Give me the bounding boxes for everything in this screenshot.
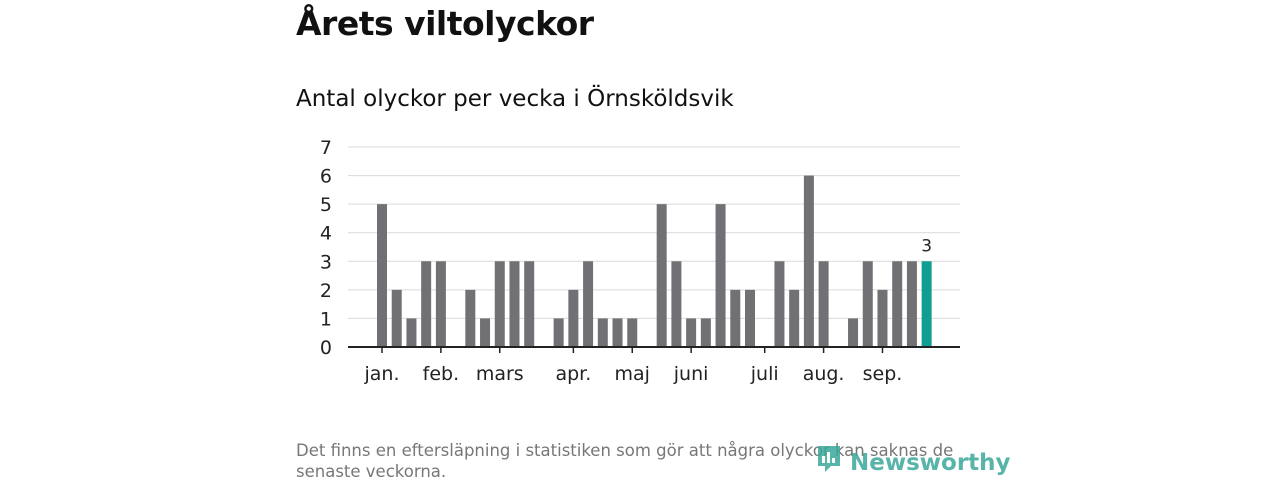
x-tick-label: aug. bbox=[803, 363, 845, 385]
bar bbox=[730, 289, 741, 347]
y-tick-label: 0 bbox=[320, 337, 332, 359]
bar bbox=[494, 261, 505, 347]
chart-card: Årets viltolyckor Antal olyckor per veck… bbox=[296, 0, 1011, 481]
y-tick-label: 7 bbox=[320, 137, 332, 159]
bar bbox=[906, 261, 917, 347]
bar bbox=[803, 175, 814, 347]
x-tick-label: mars bbox=[476, 363, 524, 385]
x-tick-label: sep. bbox=[863, 363, 903, 385]
bar bbox=[892, 261, 903, 347]
x-tick-label: feb. bbox=[423, 363, 459, 385]
bar bbox=[480, 318, 491, 347]
bar bbox=[421, 261, 432, 347]
y-tick-label: 1 bbox=[320, 308, 332, 330]
page-title: Årets viltolyckor bbox=[296, 4, 594, 43]
y-tick-label: 2 bbox=[320, 280, 332, 302]
footnote: Det finns en eftersläpning i statistiken… bbox=[296, 441, 954, 481]
y-tick-label: 6 bbox=[320, 166, 332, 188]
bar bbox=[700, 318, 711, 347]
bar bbox=[848, 318, 859, 347]
bar bbox=[391, 289, 402, 347]
bar bbox=[465, 289, 476, 347]
chart-subtitle: Antal olyckor per vecka i Örnsköldsvik bbox=[296, 86, 734, 112]
bar bbox=[818, 261, 829, 347]
bar bbox=[509, 261, 520, 347]
bar bbox=[627, 318, 638, 347]
y-tick-label: 5 bbox=[320, 194, 332, 216]
bar bbox=[553, 318, 564, 347]
newsworthy-logo-icon bbox=[816, 444, 842, 480]
brand-name: Newsworthy bbox=[850, 450, 1011, 476]
bar bbox=[568, 289, 579, 347]
bar-chart: 0 1 2 3 4 5 6 7 3 jan. feb. mars apr. maj juni juli aug.… bbox=[320, 137, 960, 385]
bar bbox=[715, 204, 726, 347]
bar bbox=[583, 261, 594, 347]
bar bbox=[435, 261, 446, 347]
bar bbox=[671, 261, 682, 347]
y-tick-label: 4 bbox=[320, 223, 332, 245]
bar bbox=[862, 261, 873, 347]
x-tick-label: apr. bbox=[555, 363, 591, 385]
bar bbox=[686, 318, 697, 347]
bar bbox=[612, 318, 623, 347]
bar bbox=[789, 289, 800, 347]
bar bbox=[524, 261, 535, 347]
y-tick-label: 3 bbox=[320, 251, 332, 273]
bar bbox=[377, 204, 387, 347]
x-tick-label: juli bbox=[750, 363, 779, 385]
brand-logo: Newsworthy bbox=[816, 444, 1011, 480]
bar bbox=[406, 318, 417, 347]
x-tick-label: maj bbox=[615, 363, 650, 385]
data-label: 3 bbox=[921, 236, 932, 256]
x-tick-label: juni bbox=[673, 363, 709, 385]
bar bbox=[597, 318, 608, 347]
bar-highlight bbox=[921, 261, 932, 347]
bar bbox=[877, 289, 888, 347]
x-tick-label: jan. bbox=[363, 363, 399, 385]
bar bbox=[656, 204, 667, 347]
bar bbox=[774, 261, 785, 347]
bar bbox=[745, 289, 755, 347]
